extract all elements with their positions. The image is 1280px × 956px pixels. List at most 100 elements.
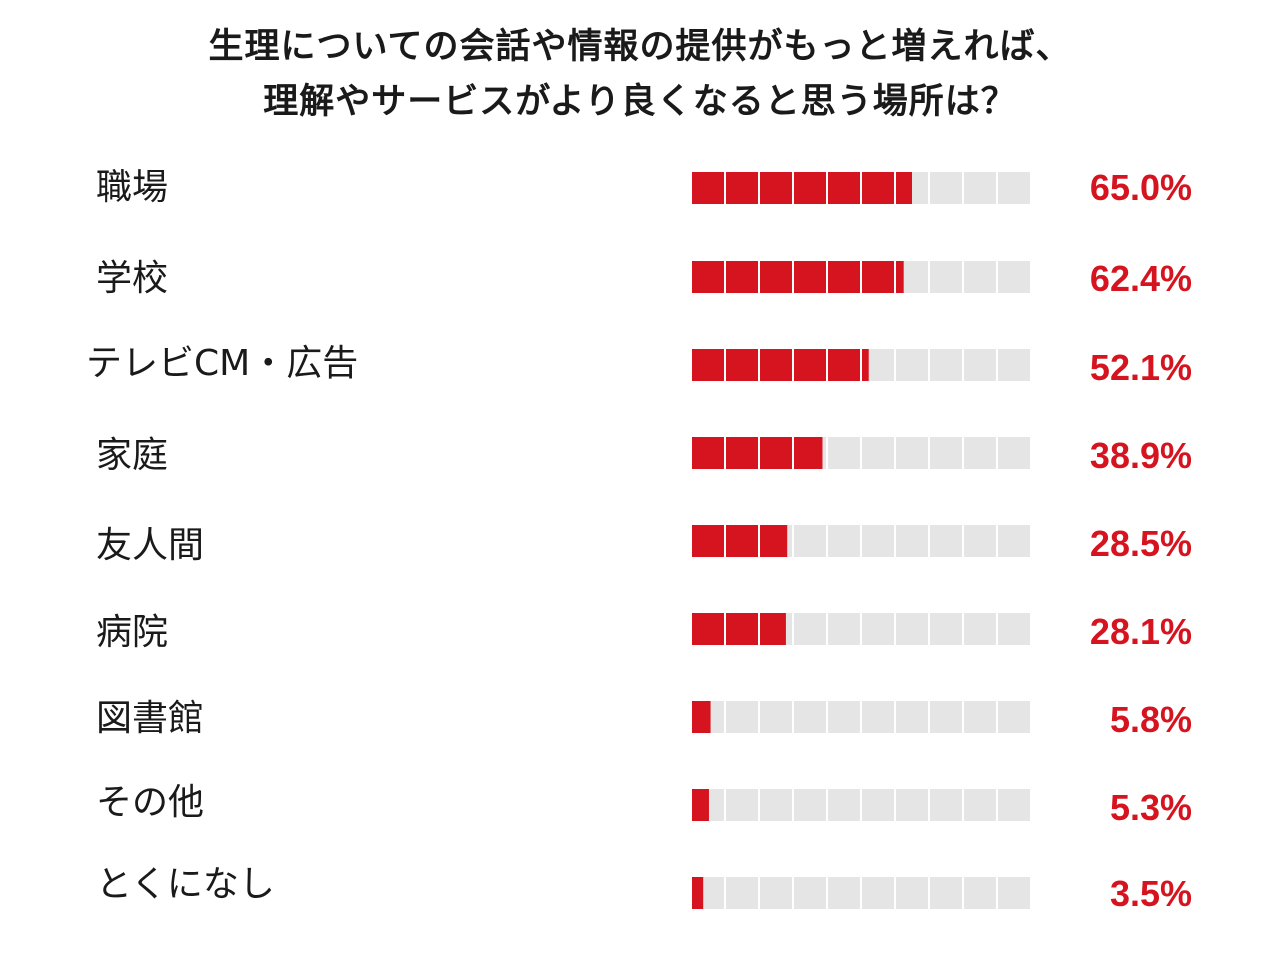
bar-segment-filled [760,525,788,557]
bar-segment-empty [930,437,962,469]
segmented-bar [692,877,1030,909]
bar-segment-empty [726,701,758,733]
bar-segment-filled [828,172,860,204]
bar-segment-empty [794,613,826,645]
bar-row: 職場 65.0% [0,0,1280,208]
bar-segment-empty [930,701,962,733]
bar-segment-empty [998,613,1030,645]
category-label: 学校 [96,258,169,299]
segmented-bar [692,349,1030,381]
segmented-bar [692,437,1030,469]
bar-segment-empty [964,349,996,381]
bar-segment-empty [998,261,1030,293]
bar-segment-empty [998,525,1030,557]
bar-segment-filled [726,613,758,645]
bar-segment-empty [964,525,996,557]
bar-segment-empty [998,701,1030,733]
bar-segment-empty [896,877,928,909]
bar-segment-empty [828,789,860,821]
bar-svg [692,525,1030,557]
bar-segment-empty [862,701,894,733]
chart-title-line-1: 生理についての会話や情報の提供がもっと増えれば、 [208,27,1072,67]
bar-segment-empty [828,525,860,557]
value-label: 38.9% [1089,435,1192,476]
bar-segment-empty [862,789,894,821]
bar-segment-filled [726,437,758,469]
bar-row: 図書館 5.8% [0,0,1280,740]
bar-segment-filled [828,349,860,381]
bar-segment-filled [692,261,724,293]
bar-segment-filled [794,172,826,204]
bar-segment-empty [828,877,860,909]
segmented-bar [692,525,1030,557]
bar-segment-filled [726,261,758,293]
bar-segment-filled [760,172,792,204]
bar-row: 病院 28.1% [0,0,1280,653]
bar-segment-empty [828,701,860,733]
category-label: 家庭 [96,435,169,476]
bar-segment-filled [692,789,709,821]
bar-segment-empty [964,877,996,909]
value-label: 5.8% [1109,699,1192,740]
segmented-bar [692,701,1030,733]
bar-row: テレビCM・広告 52.1% [0,0,1280,388]
bar-svg [692,349,1030,381]
bar-segment-empty [964,172,996,204]
bar-segment-empty [896,437,928,469]
value-label: 28.5% [1089,523,1192,564]
bar-segment-empty [794,877,826,909]
bar-segment-empty [896,525,928,557]
bar-segment-empty [794,789,826,821]
bar-segment-empty [930,525,962,557]
bar-segment-empty [828,613,860,645]
bar-segment-empty [794,525,826,557]
bar-svg [692,437,1030,469]
bar-segment-empty [998,172,1030,204]
bar-segment-empty [862,877,894,909]
bar-segment-empty [930,789,962,821]
bar-segment-filled [828,261,860,293]
segmented-bar [692,172,1030,204]
bar-segment-filled [692,877,704,909]
bar-segment-empty [896,349,928,381]
bar-segment-filled [726,172,758,204]
bar-segment-empty [998,789,1030,821]
bar-segment-empty [930,172,962,204]
bar-segment-filled [862,349,869,381]
bar-segment-empty [726,877,758,909]
bar-segment-empty [896,789,928,821]
bar-row: 家庭 38.9% [0,0,1280,476]
bar-segment-filled [692,349,724,381]
bar-segment-filled [692,701,711,733]
bar-segment-empty [862,437,894,469]
segmented-bar [692,789,1030,821]
bar-segment-empty [930,877,962,909]
category-label: とくになし [96,864,275,905]
bar-segment-filled [862,261,894,293]
bar-segment-filled [692,172,724,204]
bar-segment-filled [760,261,792,293]
bar-segment-filled [692,525,724,557]
bar-segment-empty [794,701,826,733]
category-label: 図書館 [96,698,205,739]
bar-segment-filled [726,525,758,557]
bar-row: その他 5.3% [0,0,1280,828]
bar-segment-empty [862,525,894,557]
bar-segment-empty [760,701,792,733]
bar-svg [692,172,1030,204]
bar-row: 友人間 28.5% [0,0,1280,566]
bar-segment-empty [726,789,758,821]
bar-segment-empty [998,349,1030,381]
bar-row: とくになし 3.5% [0,0,1280,914]
bar-segment-filled [692,437,724,469]
bar-segment-filled [794,437,823,469]
bar-segment-empty [964,261,996,293]
bar-svg [692,261,1030,293]
category-label: 職場 [96,167,169,208]
bar-segment-filled [760,613,786,645]
value-label: 52.1% [1089,347,1192,388]
value-label: 62.4% [1089,258,1192,299]
bar-segment-filled [760,437,792,469]
bar-segment-filled [692,613,724,645]
